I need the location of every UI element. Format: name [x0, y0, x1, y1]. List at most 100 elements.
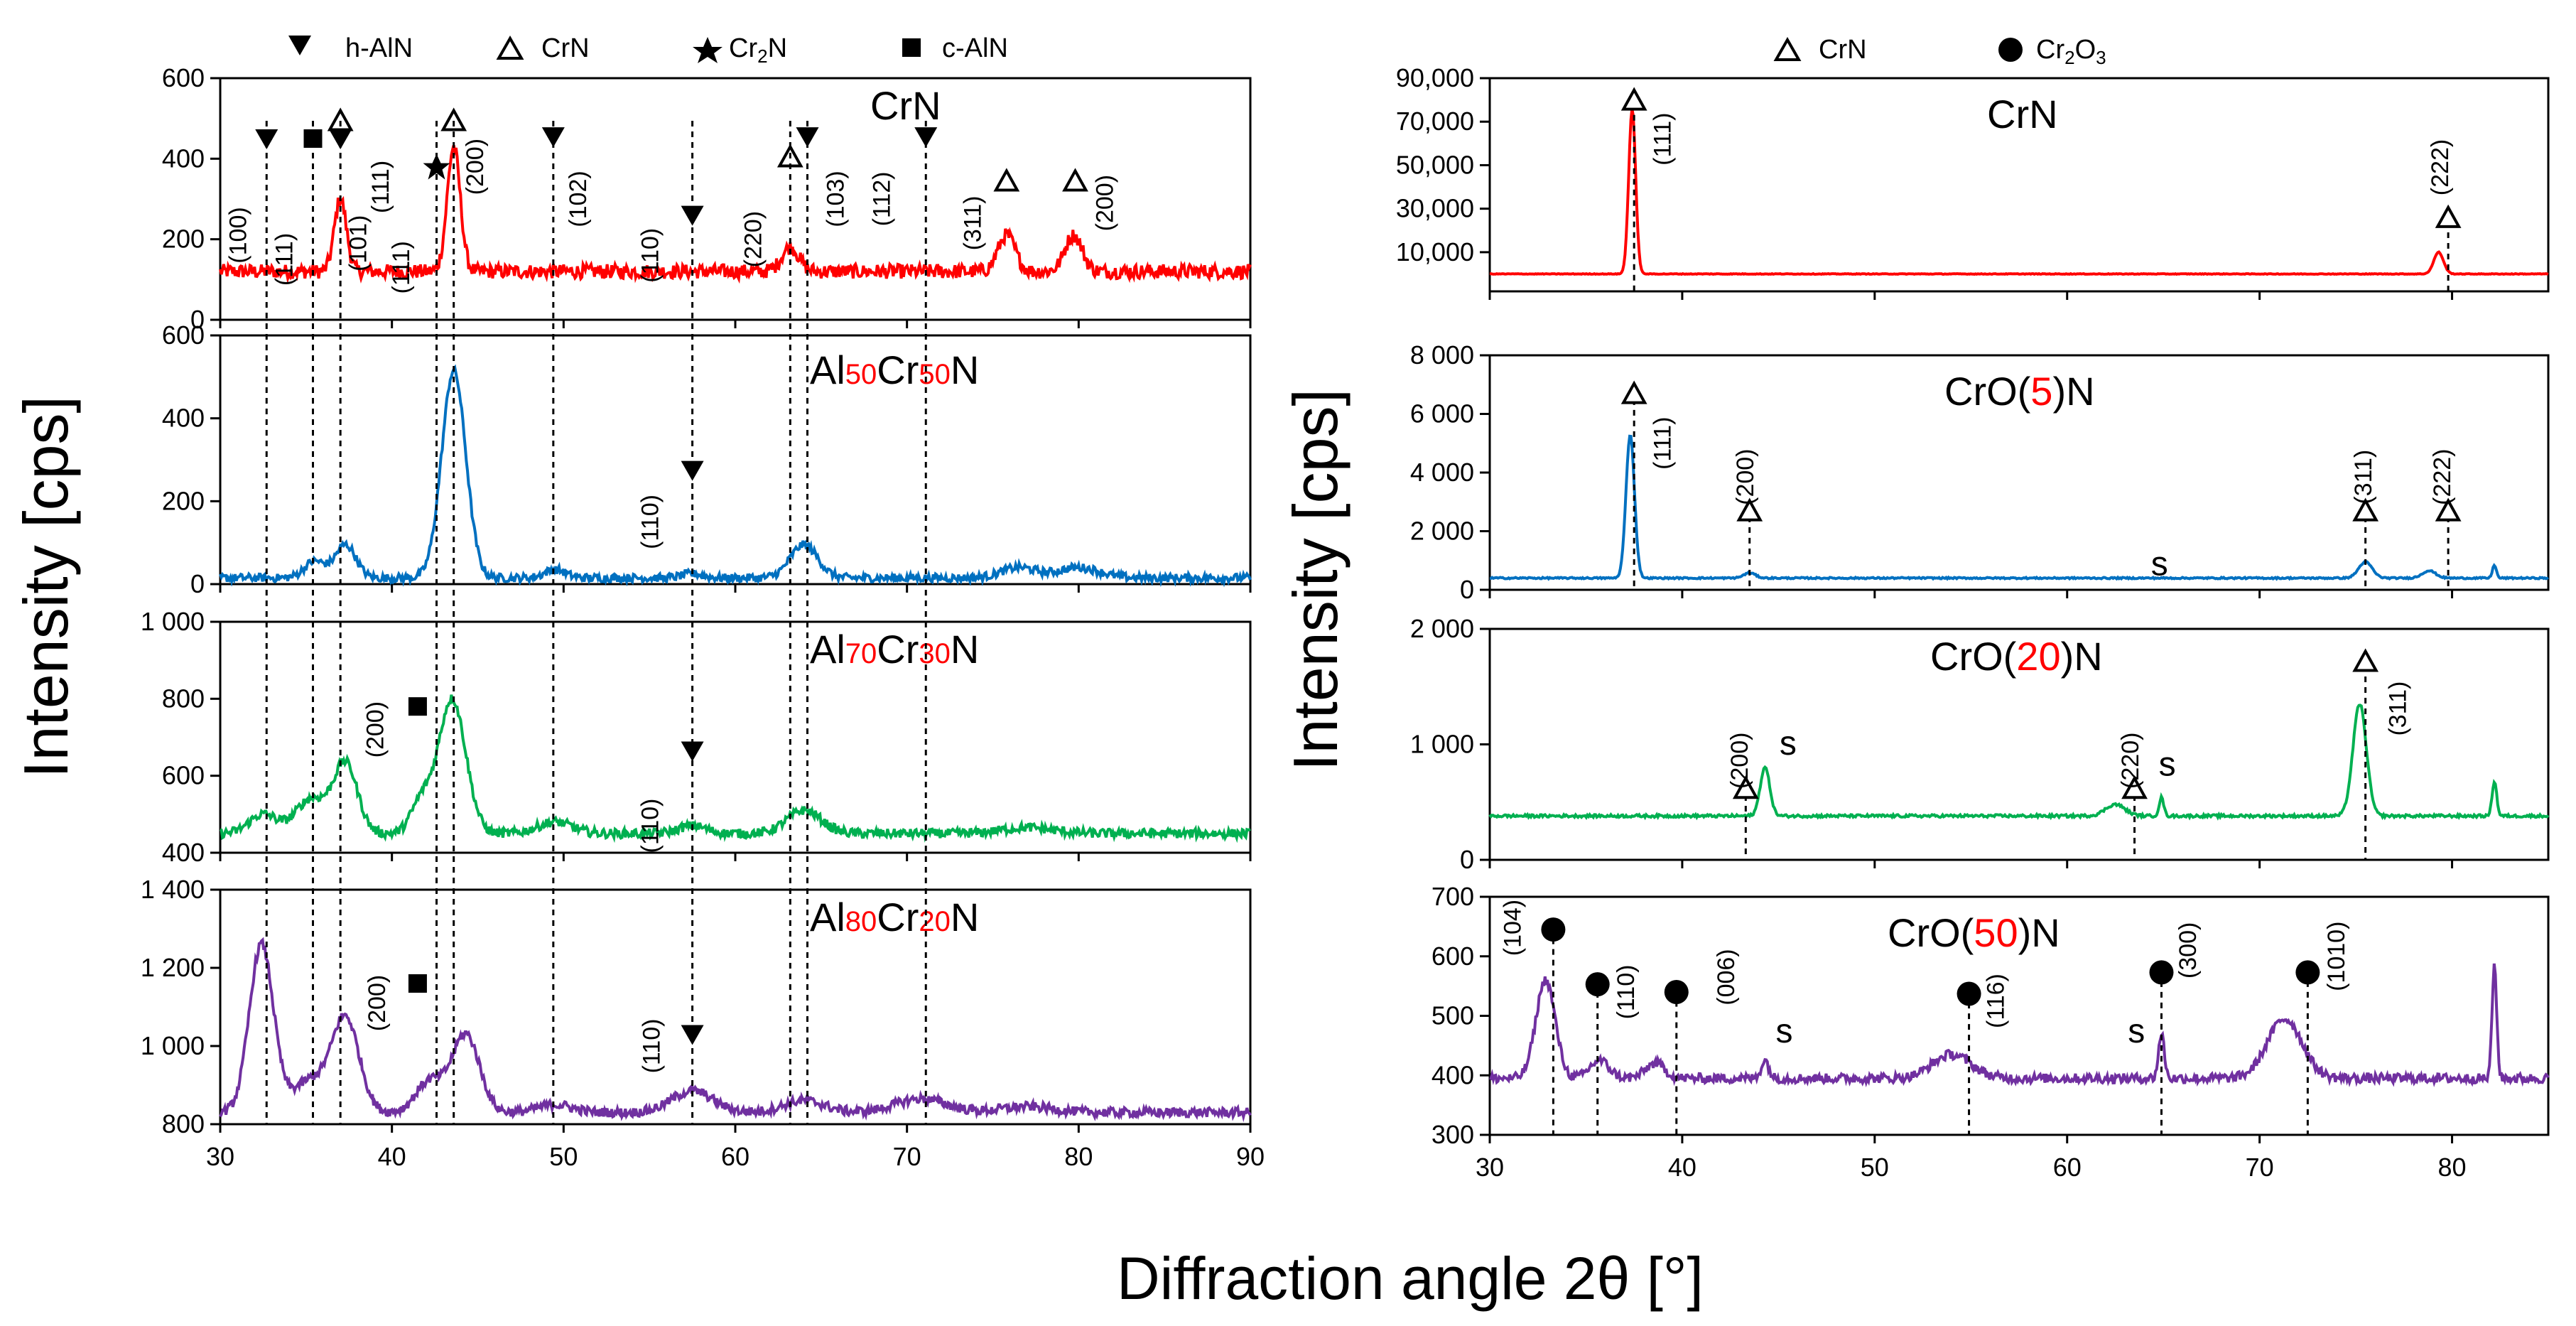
c-aln-marker [408, 697, 427, 716]
x-tick-label: 80 [2438, 1153, 2467, 1182]
miller-index-label: (104) [1499, 900, 1526, 956]
y-tick-label: 4 000 [1410, 458, 1474, 487]
y-tick-label: 10,000 [1396, 237, 1474, 266]
x-tick-label: 60 [2053, 1153, 2082, 1182]
miller-index-label: (311) [960, 196, 987, 251]
y-axis-title-left: Intensity [cps] [11, 396, 81, 778]
crn-marker [1732, 775, 1759, 799]
miller-index-label: (300) [2175, 922, 2202, 979]
panel-label: Al80Cr20N [810, 895, 979, 939]
h-aln-marker [681, 205, 704, 226]
miller-index-label: (101) [345, 215, 372, 271]
y-axis-title-right: Intensity [cps] [1280, 389, 1351, 771]
y-tick-label: 1 000 [141, 607, 205, 636]
c-aln-marker [408, 974, 427, 993]
miller-index-label: (111) [1650, 113, 1677, 166]
cr2o3-marker [1585, 972, 1610, 997]
crn-marker [2352, 648, 2379, 672]
substrate-peak-label: s [2151, 545, 2168, 583]
y-tick-label: 200 [162, 486, 205, 515]
cr2o3-marker [2149, 960, 2174, 985]
legend-cr2n-symbol [693, 37, 723, 63]
crn-marker [993, 168, 1020, 192]
panel-r2: 0 2 000 4 000 6 000 8 000 CrO(5)N (111) (200) (3… [1410, 340, 2550, 604]
h-aln-marker [681, 460, 704, 481]
miller-index-label: (102) [565, 171, 592, 227]
y-tick-label: 800 [162, 1109, 205, 1138]
spectrum-line-r1 [1489, 108, 2549, 276]
x-tick-label: 80 [1064, 1142, 1093, 1171]
cr2o3-marker [2295, 960, 2320, 985]
panel-label: Al50Cr50N [810, 347, 979, 392]
miller-index-label: (200) [1092, 175, 1119, 231]
miller-index-label: (311) [2385, 681, 2412, 736]
x-tick-label: 40 [378, 1142, 406, 1171]
y-tick-label: 1 200 [141, 953, 205, 982]
y-tick-label: 0 [190, 305, 205, 334]
crn-marker [1062, 168, 1088, 192]
panel-label: CrN [1987, 92, 2058, 136]
y-tick-label: 1 000 [1410, 730, 1474, 759]
legend-cr2o3-label: Cr2O3 [2036, 35, 2106, 68]
crn-marker [1620, 380, 1647, 404]
panel-r1: 10,000 30,000 50,000 70,000 90,000 CrN (111) (2… [1396, 63, 2550, 300]
substrate-peak-label: s [2159, 745, 2176, 783]
x-axis-title: Diffraction angle 2θ [°] [1117, 1245, 1704, 1312]
h-aln-marker [255, 129, 278, 149]
spectrum-line-r2 [1489, 434, 2549, 581]
spectrum-line-l1 [219, 144, 1252, 284]
h-aln-marker [541, 127, 565, 148]
panel-label: Al70Cr30N [810, 627, 979, 672]
legend-crn-symbol [496, 35, 524, 60]
miller-index-label: (200) [364, 975, 391, 1031]
y-tick-label: 600 [162, 63, 205, 92]
y-tick-label: 0 [190, 569, 205, 598]
x-tick-label: 70 [893, 1142, 921, 1171]
legend-right: CrN Cr2O3 [1773, 35, 2106, 68]
miller-index-label: (116) [1982, 974, 2009, 1028]
miller-index-label: (110) [637, 228, 664, 283]
h-aln-marker [796, 127, 819, 148]
x-tick-label: 30 [206, 1142, 234, 1171]
miller-index-label: (222) [2429, 449, 2456, 505]
panel-label: CrO(20)N [1930, 634, 2103, 679]
h-aln-marker [329, 129, 352, 149]
miller-index-label: (103) [822, 171, 849, 227]
h-aln-marker [681, 1025, 704, 1045]
y-tick-label: 600 [162, 761, 205, 790]
miller-index-label: (220) [740, 211, 767, 267]
y-tick-label: 500 [1432, 1001, 1474, 1030]
crn-marker [1736, 497, 1763, 522]
legend-c-aln-symbol [902, 38, 921, 57]
y-tick-label: 0 [1460, 575, 1474, 604]
y-tick-label: 0 [1460, 845, 1474, 874]
plot-frame [1488, 77, 2550, 293]
legend-cr2o3-symbol [1998, 38, 2023, 62]
substrate-peak-label: s [1780, 725, 1797, 762]
miller-index-label: (112) [869, 172, 896, 227]
y-tick-label: 50,000 [1396, 150, 1474, 179]
y-tick-label: 30,000 [1396, 194, 1474, 223]
crn-marker [2435, 204, 2462, 228]
y-tick-label: 400 [162, 838, 205, 867]
cr2o3-marker [1541, 917, 1566, 942]
legend-crn-label: CrN [541, 33, 590, 63]
spectrum-line-l4 [219, 937, 1252, 1123]
miller-index-label: (200) [1732, 449, 1759, 505]
y-tick-label: 800 [162, 684, 205, 713]
miller-index-label: (111) [1650, 417, 1677, 470]
spectrum-line-r3 [1488, 704, 2550, 821]
panel-label: CrO(5)N [1944, 369, 2095, 414]
y-tick-label: 2 000 [1410, 614, 1474, 643]
y-tick-label: 600 [162, 320, 205, 350]
miller-index-label: (222) [2427, 139, 2454, 195]
y-tick-label: 6 000 [1410, 399, 1474, 428]
miller-index-label: (1010) [2323, 922, 2350, 991]
y-tick-label: 400 [162, 144, 205, 173]
miller-index-label: (110) [1613, 965, 1640, 1020]
y-tick-label: 700 [1432, 882, 1474, 911]
y-tick-label: 2 000 [1410, 517, 1474, 546]
crn-marker [2435, 497, 2462, 522]
x-tick-label: 50 [1861, 1153, 1889, 1182]
miller-index-label: (100) [224, 207, 251, 263]
